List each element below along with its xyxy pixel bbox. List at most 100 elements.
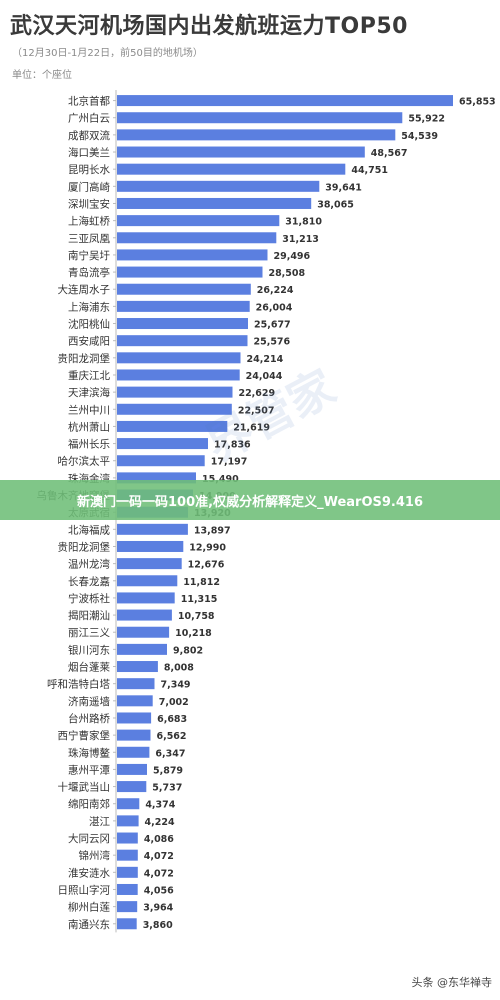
data-label: 6,683: [157, 714, 187, 725]
footer-credit: 头条 @东华禅寺: [411, 976, 493, 989]
category-label: 青岛流亭: [68, 266, 110, 279]
category-label: 南宁吴圩: [68, 249, 110, 262]
data-label: 10,758: [178, 611, 215, 622]
data-label: 3,860: [143, 920, 173, 931]
data-label: 5,879: [153, 765, 183, 776]
data-label: 29,496: [273, 251, 310, 262]
bar: [117, 232, 277, 244]
data-label: 22,629: [238, 388, 275, 399]
category-label: 天津滨海: [68, 386, 110, 399]
category-label: 贵阳龙洞堡: [58, 540, 111, 553]
bar: [117, 455, 205, 467]
bar: [117, 643, 167, 655]
data-label: 9,802: [173, 645, 203, 656]
category-label: 杭州萧山: [68, 420, 110, 433]
data-label: 24,044: [246, 371, 283, 382]
category-label: 昆明长水: [68, 164, 110, 176]
category-label: 揭阳潮汕: [68, 609, 110, 622]
data-label: 38,065: [317, 199, 354, 210]
category-label: 十堰武当山: [58, 781, 111, 794]
category-label: 西安咸阳: [68, 335, 110, 348]
category-label: 长春龙嘉: [68, 575, 110, 588]
data-label: 12,676: [188, 560, 225, 571]
data-label: 65,853: [459, 97, 496, 108]
data-label: 8,008: [164, 663, 194, 674]
bar: [117, 678, 155, 690]
category-label: 兰州中川: [68, 403, 110, 416]
bar: [117, 558, 182, 570]
category-label: 贵阳龙洞堡: [58, 352, 111, 365]
data-label: 22,507: [238, 405, 275, 416]
data-label: 11,315: [181, 594, 218, 605]
bar: [117, 815, 139, 827]
bar: [117, 575, 178, 587]
category-label: 北京首都: [68, 95, 110, 108]
bar: [117, 712, 152, 724]
data-label: 24,214: [247, 354, 284, 365]
category-label: 西宁曹家堡: [58, 729, 111, 742]
category-label: 福州长乐: [68, 438, 110, 451]
data-label: 21,619: [233, 422, 270, 433]
category-label: 厦门高崎: [68, 180, 110, 193]
category-label: 南通兴东: [68, 918, 110, 931]
bar: [117, 403, 232, 415]
category-label: 海口美兰: [68, 146, 110, 159]
bar: [117, 146, 365, 158]
data-label: 39,641: [325, 182, 362, 193]
category-label: 成都双流: [68, 129, 110, 142]
category-label: 哈尔滨太平: [58, 455, 111, 468]
bar: [117, 386, 233, 398]
category-label: 上海虹桥: [68, 215, 110, 228]
bar: [117, 901, 138, 913]
category-label: 北海福成: [68, 523, 110, 536]
overlay-banner-text: 新澳门一码一码100准,权威分析解释定义_WearOS9.416: [77, 494, 423, 510]
bar: [117, 883, 138, 895]
bar: [117, 866, 138, 878]
category-label: 宁波栎社: [68, 592, 110, 605]
data-label: 4,086: [144, 834, 174, 845]
category-label: 呼和浩特白塔: [47, 678, 110, 691]
category-label: 淮安涟水: [68, 866, 110, 879]
category-label: 三亚凤凰: [68, 233, 110, 245]
data-label: 13,897: [194, 525, 231, 536]
bar: [117, 197, 312, 209]
data-label: 4,056: [144, 885, 174, 896]
bar: [117, 695, 153, 707]
bar: [117, 626, 170, 638]
data-label: 31,810: [285, 217, 322, 228]
category-label: 珠海博鳌: [68, 746, 110, 759]
data-label: 6,347: [155, 748, 185, 759]
data-label: 12,990: [189, 542, 226, 553]
data-label: 25,677: [254, 320, 291, 331]
bar: [117, 746, 150, 758]
data-label: 54,539: [401, 131, 438, 142]
bar: [117, 472, 196, 484]
bar: [117, 592, 175, 604]
bar: [117, 729, 151, 741]
bar: [117, 335, 248, 347]
bar: [117, 540, 184, 552]
bar: [117, 283, 251, 295]
bar: [117, 763, 147, 775]
bar: [117, 849, 138, 861]
bar: [117, 781, 147, 793]
bar: [117, 215, 280, 227]
category-label: 银川河东: [68, 643, 110, 656]
bar: [117, 129, 396, 141]
data-label: 48,567: [371, 148, 408, 159]
bar: [117, 918, 137, 930]
bar: [117, 832, 138, 844]
category-label: 沈阳桃仙: [68, 318, 110, 331]
data-label: 31,213: [282, 234, 319, 245]
data-label: 7,349: [160, 680, 190, 691]
data-label: 3,964: [143, 903, 173, 914]
category-label: 温州龙湾: [68, 558, 110, 571]
data-label: 15,490: [202, 474, 239, 485]
category-label: 丽江三义: [68, 627, 110, 639]
bar: [117, 112, 403, 124]
bar: [117, 609, 172, 621]
category-label: 锦州湾: [79, 849, 111, 862]
category-label: 日照山字河: [58, 883, 111, 896]
category-label: 台州路桥: [68, 712, 110, 725]
bar: [117, 420, 228, 432]
